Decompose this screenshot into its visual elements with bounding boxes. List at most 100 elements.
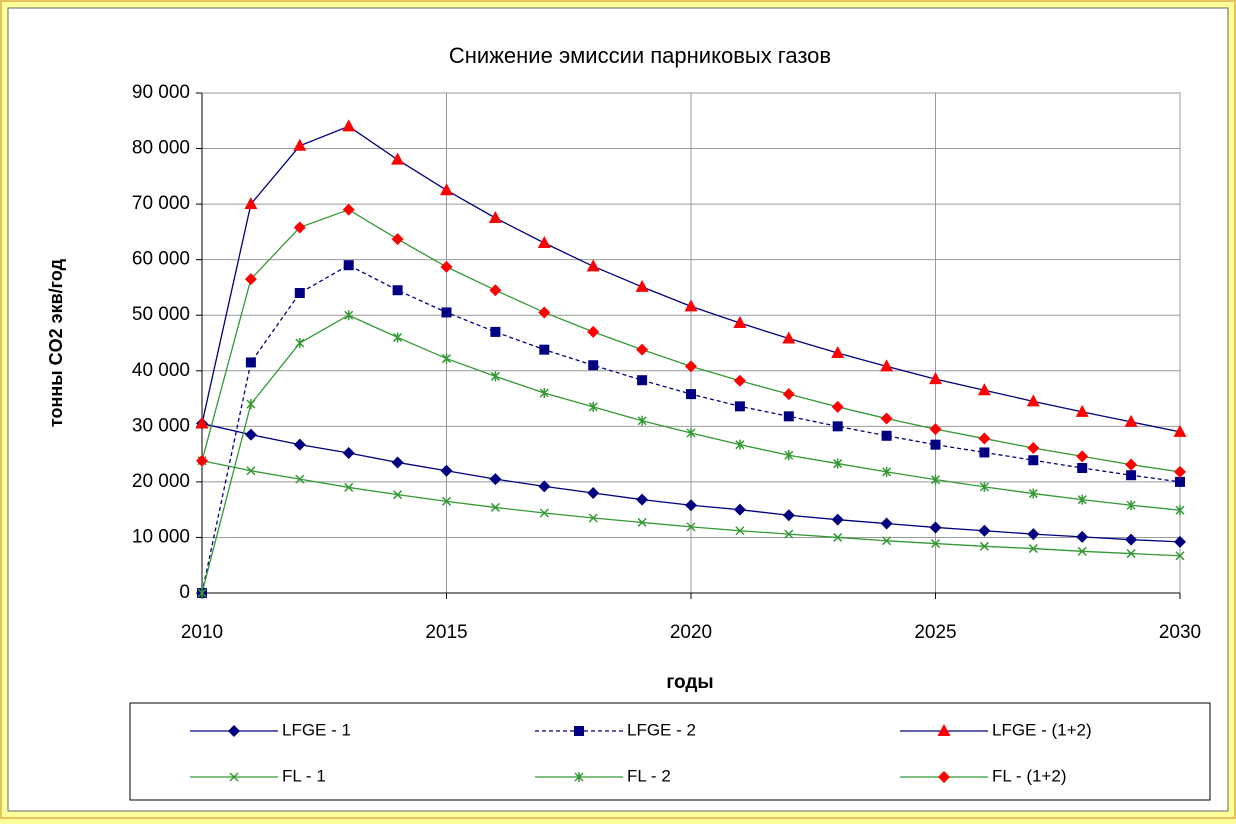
marker xyxy=(246,399,256,410)
marker xyxy=(1075,404,1089,417)
marker xyxy=(637,517,647,527)
marker xyxy=(294,288,305,298)
legend-marker xyxy=(574,772,584,782)
marker xyxy=(636,343,649,356)
marker xyxy=(196,454,208,467)
marker xyxy=(833,458,843,469)
marker xyxy=(735,526,745,536)
marker xyxy=(782,509,795,522)
marker xyxy=(587,325,600,338)
marker xyxy=(1175,476,1185,487)
y-tick-label: 30 000 xyxy=(132,415,190,436)
marker xyxy=(441,353,452,364)
legend-label: FL - 2 xyxy=(627,766,671,785)
marker xyxy=(1124,414,1138,427)
marker xyxy=(978,432,991,445)
marker xyxy=(1175,505,1185,516)
marker xyxy=(391,456,404,469)
marker xyxy=(293,438,306,451)
marker xyxy=(637,415,647,426)
marker xyxy=(1126,549,1136,559)
marker xyxy=(1027,442,1040,454)
marker xyxy=(635,279,649,292)
marker xyxy=(393,332,403,343)
marker xyxy=(344,310,354,321)
x-tick-label: 2015 xyxy=(425,622,467,643)
marker xyxy=(1174,465,1186,478)
marker xyxy=(686,389,696,400)
marker xyxy=(391,152,405,165)
marker xyxy=(490,326,501,337)
marker xyxy=(489,473,502,486)
y-tick-label: 60 000 xyxy=(132,249,190,270)
legend-label: FL - 1 xyxy=(282,766,326,785)
marker xyxy=(343,260,354,271)
marker xyxy=(539,508,549,518)
marker xyxy=(539,388,549,398)
marker xyxy=(1026,394,1040,407)
marker xyxy=(930,474,941,485)
marker xyxy=(1174,535,1186,548)
legend-marker xyxy=(229,772,239,782)
marker xyxy=(244,428,257,441)
y-tick-label: 50 000 xyxy=(132,304,190,325)
marker xyxy=(293,221,306,234)
marker xyxy=(1125,458,1138,471)
marker xyxy=(977,383,991,396)
marker xyxy=(440,260,453,273)
marker xyxy=(1077,546,1087,556)
marker xyxy=(1173,424,1187,437)
marker xyxy=(538,306,551,319)
marker xyxy=(295,474,305,484)
marker xyxy=(1028,544,1038,554)
marker xyxy=(1077,463,1088,473)
marker xyxy=(882,536,892,546)
x-tick-label: 2025 xyxy=(914,622,956,643)
marker xyxy=(588,513,598,523)
marker xyxy=(831,513,844,526)
y-axis-title: тонны CO2 экв/год xyxy=(46,258,66,427)
marker xyxy=(784,529,794,539)
marker xyxy=(1076,530,1089,543)
marker xyxy=(393,490,403,500)
marker xyxy=(880,359,894,372)
marker xyxy=(538,480,551,493)
marker xyxy=(244,197,258,210)
marker xyxy=(246,466,256,476)
marker xyxy=(930,539,941,549)
y-tick-label: 0 xyxy=(179,582,190,603)
marker xyxy=(342,447,355,459)
x-tick-label: 2030 xyxy=(1159,622,1201,643)
marker xyxy=(342,119,356,132)
marker xyxy=(880,517,893,530)
chart-area xyxy=(7,7,1229,812)
marker xyxy=(686,522,696,532)
marker xyxy=(342,203,355,216)
x-tick-label: 2020 xyxy=(670,622,712,643)
marker xyxy=(392,285,403,296)
x-axis-title: годы xyxy=(666,672,713,693)
marker xyxy=(1027,528,1040,541)
marker xyxy=(1076,450,1089,463)
marker xyxy=(733,316,747,328)
marker xyxy=(636,493,649,506)
marker xyxy=(833,532,843,542)
marker xyxy=(733,503,746,516)
marker xyxy=(588,401,598,412)
marker xyxy=(1028,488,1038,499)
marker xyxy=(1028,455,1039,466)
legend-marker xyxy=(574,726,584,736)
marker xyxy=(441,496,452,506)
marker xyxy=(197,588,207,598)
marker xyxy=(195,416,209,429)
marker xyxy=(930,439,941,450)
marker xyxy=(784,450,794,461)
marker xyxy=(782,331,796,344)
marker xyxy=(244,273,257,286)
marker xyxy=(586,259,600,272)
marker xyxy=(539,344,550,355)
marker xyxy=(441,307,452,318)
legend-label: LFGE - (1+2) xyxy=(992,720,1092,739)
marker xyxy=(245,357,256,368)
marker xyxy=(733,374,746,387)
